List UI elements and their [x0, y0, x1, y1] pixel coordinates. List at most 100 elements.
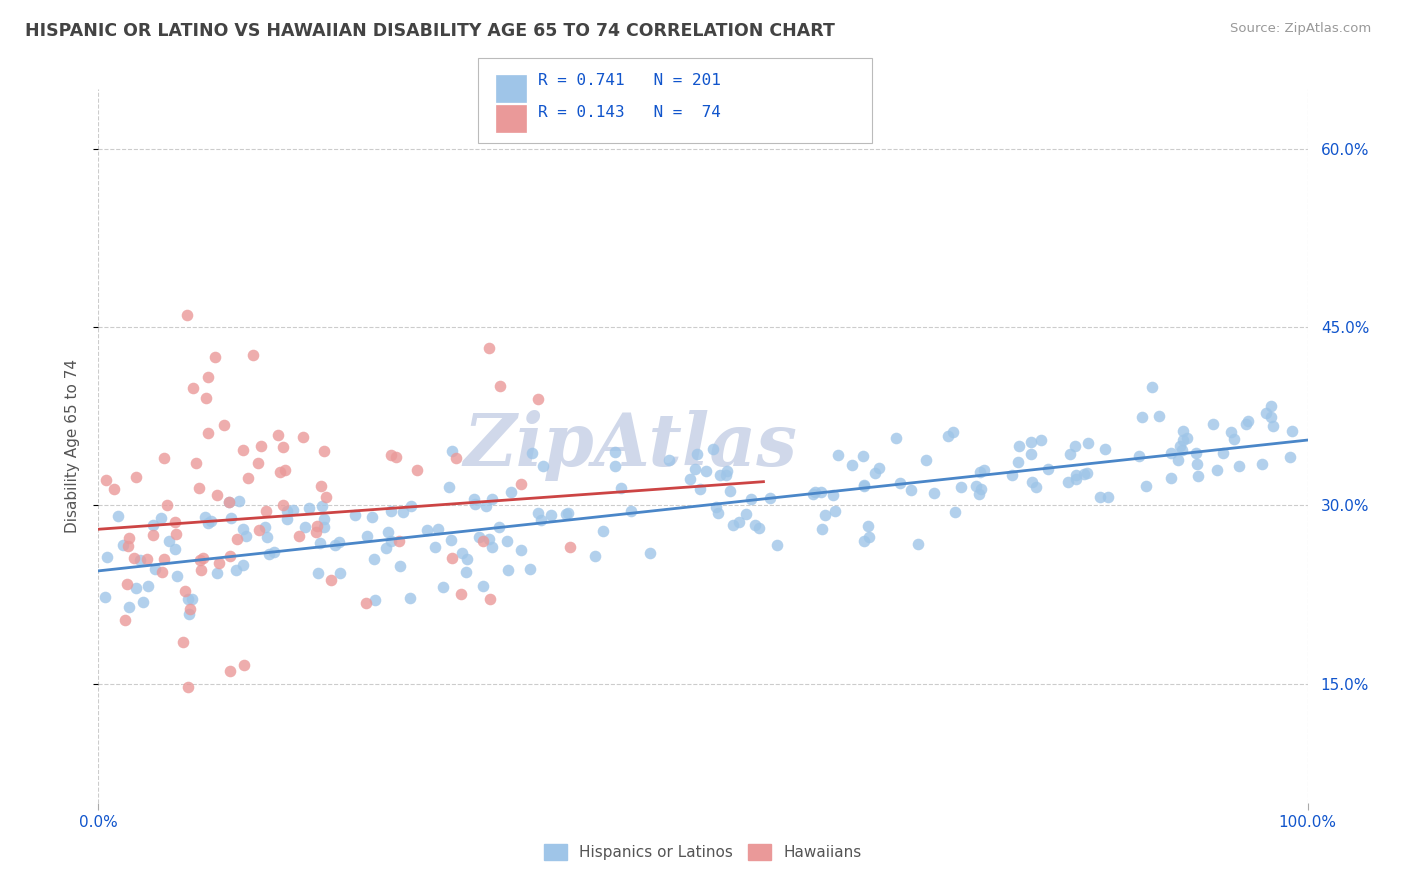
Point: [495, 533, 517, 548]
Point: [256, 530, 278, 544]
Point: [814, 508, 837, 522]
Point: [235, 529, 257, 543]
Point: [1254, 407, 1277, 421]
Point: [177, 680, 200, 694]
Point: [149, 511, 172, 525]
Point: [558, 540, 581, 554]
Point: [309, 478, 332, 492]
Point: [312, 512, 335, 526]
Point: [1220, 425, 1243, 439]
Point: [94, 473, 117, 487]
Point: [863, 466, 886, 480]
Point: [1135, 479, 1157, 493]
Point: [207, 488, 229, 502]
Point: [273, 498, 295, 512]
Point: [319, 573, 342, 587]
Point: [720, 484, 742, 499]
Point: [969, 482, 991, 496]
Point: [603, 445, 626, 459]
Point: [363, 552, 385, 566]
Point: [125, 470, 148, 484]
Point: [1185, 457, 1208, 471]
Point: [709, 467, 731, 482]
Point: [1149, 409, 1171, 423]
Point: [112, 538, 135, 552]
Point: [205, 566, 228, 581]
Point: [1001, 468, 1024, 483]
Point: [267, 428, 290, 442]
Point: [247, 524, 270, 538]
Y-axis label: Disability Age 65 to 74: Disability Age 65 to 74: [65, 359, 80, 533]
Point: [232, 522, 254, 536]
Point: [748, 521, 770, 535]
Point: [1281, 424, 1303, 438]
Point: [841, 458, 863, 472]
Point: [519, 562, 541, 576]
Point: [415, 523, 437, 537]
Point: [218, 549, 240, 563]
Point: [142, 528, 165, 542]
Point: [269, 465, 291, 479]
Point: [1063, 439, 1085, 453]
Point: [803, 485, 825, 500]
Point: [1140, 380, 1163, 394]
Point: [380, 448, 402, 462]
Point: [118, 531, 141, 545]
Point: [499, 484, 522, 499]
Point: [969, 465, 991, 479]
Point: [254, 503, 277, 517]
Point: [191, 551, 214, 566]
Point: [328, 535, 350, 549]
Point: [900, 483, 922, 497]
Point: [456, 565, 478, 579]
Point: [1260, 399, 1282, 413]
Point: [1031, 433, 1053, 447]
Point: [758, 491, 780, 506]
Point: [156, 498, 179, 512]
Point: [380, 533, 402, 548]
Point: [225, 563, 247, 577]
Point: [311, 499, 333, 513]
Point: [173, 583, 195, 598]
Point: [638, 546, 661, 560]
Point: [107, 509, 129, 524]
Point: [1173, 424, 1195, 438]
Point: [399, 591, 422, 605]
Point: [716, 464, 738, 478]
Point: [354, 596, 377, 610]
Point: [488, 379, 510, 393]
Point: [312, 443, 335, 458]
Point: [735, 507, 758, 521]
Point: [1263, 419, 1285, 434]
Point: [609, 481, 631, 495]
Point: [1094, 442, 1116, 457]
Point: [811, 522, 834, 536]
Point: [702, 442, 724, 456]
Point: [166, 569, 188, 583]
Point: [475, 499, 498, 513]
Point: [943, 505, 966, 519]
Point: [695, 464, 717, 478]
Point: [115, 577, 138, 591]
Point: [456, 551, 478, 566]
Point: [263, 544, 285, 558]
Point: [1173, 433, 1195, 447]
Point: [967, 487, 990, 501]
Point: [1090, 490, 1112, 504]
Point: [481, 540, 503, 554]
Point: [242, 348, 264, 362]
Point: [153, 551, 176, 566]
Point: [405, 463, 427, 477]
Point: [852, 478, 875, 492]
Point: [1205, 463, 1227, 477]
Point: [478, 532, 501, 546]
Point: [520, 446, 543, 460]
Point: [498, 562, 520, 576]
Point: [441, 550, 464, 565]
Point: [238, 471, 260, 485]
Point: [1008, 439, 1031, 453]
Point: [103, 483, 125, 497]
Point: [374, 541, 396, 555]
Point: [177, 607, 200, 622]
Point: [1036, 462, 1059, 476]
